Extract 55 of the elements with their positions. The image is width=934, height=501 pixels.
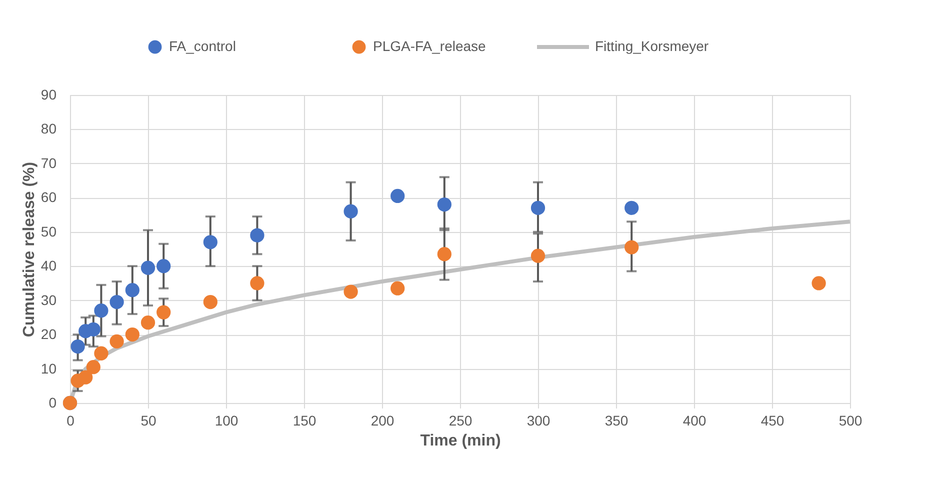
point — [156, 305, 171, 320]
point — [530, 248, 546, 263]
point — [125, 328, 140, 342]
point — [110, 294, 124, 310]
point — [140, 316, 156, 330]
x-tick-label: 350 — [604, 412, 628, 428]
point — [140, 260, 156, 275]
x-tick-label: 300 — [526, 412, 550, 428]
legend-label: FA_control — [169, 38, 236, 54]
point — [125, 283, 140, 298]
x-tick-label: 500 — [838, 412, 862, 428]
x-tick-label: 250 — [448, 412, 472, 428]
y-tick-label: 40 — [40, 258, 57, 274]
point — [344, 204, 358, 218]
legend-label: PLGA-FA_release — [373, 38, 486, 54]
x-tick-label: 100 — [214, 412, 238, 428]
point — [437, 197, 452, 212]
x-tick-label: 200 — [370, 412, 394, 428]
y-tick-label: 20 — [40, 326, 57, 342]
x-axis-title: Time (min) — [420, 432, 501, 450]
y-tick-label: 30 — [40, 292, 57, 308]
point — [86, 360, 100, 374]
point — [390, 188, 405, 204]
x-tick-label: 150 — [292, 412, 316, 428]
point — [70, 339, 85, 354]
point — [110, 334, 124, 348]
y-tick-label: 10 — [40, 360, 57, 376]
x-tick-label: 400 — [682, 412, 706, 428]
point — [250, 276, 264, 290]
x-tick-label: 50 — [140, 412, 156, 428]
y-tick-label: 0 — [48, 394, 57, 410]
y-tick-label: 90 — [40, 86, 57, 102]
point — [624, 240, 639, 254]
point — [390, 281, 405, 296]
point — [437, 247, 452, 262]
point — [94, 304, 108, 318]
y-axis-title: Cumulative release (%) — [20, 162, 38, 338]
point — [78, 370, 93, 384]
point — [624, 200, 639, 215]
y-tick-label: 80 — [40, 120, 57, 137]
point — [86, 322, 100, 336]
x-tick-label: 0 — [66, 412, 75, 428]
y-tick-label: 70 — [40, 154, 57, 171]
point — [203, 235, 218, 250]
point — [812, 276, 826, 290]
x-tick-label: 450 — [760, 412, 784, 428]
y-tick-label: 60 — [40, 189, 57, 206]
point — [94, 346, 108, 360]
point — [344, 284, 358, 299]
y-tick-label: 50 — [40, 223, 57, 240]
point — [156, 259, 171, 274]
point — [203, 294, 218, 310]
point — [530, 200, 546, 215]
point — [250, 228, 264, 242]
legend-label: Fitting_Korsmeyer — [595, 38, 709, 54]
